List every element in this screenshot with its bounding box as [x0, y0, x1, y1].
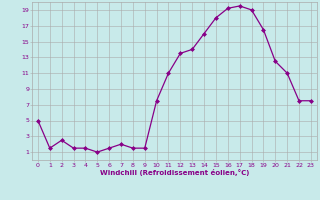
X-axis label: Windchill (Refroidissement éolien,°C): Windchill (Refroidissement éolien,°C) — [100, 169, 249, 176]
